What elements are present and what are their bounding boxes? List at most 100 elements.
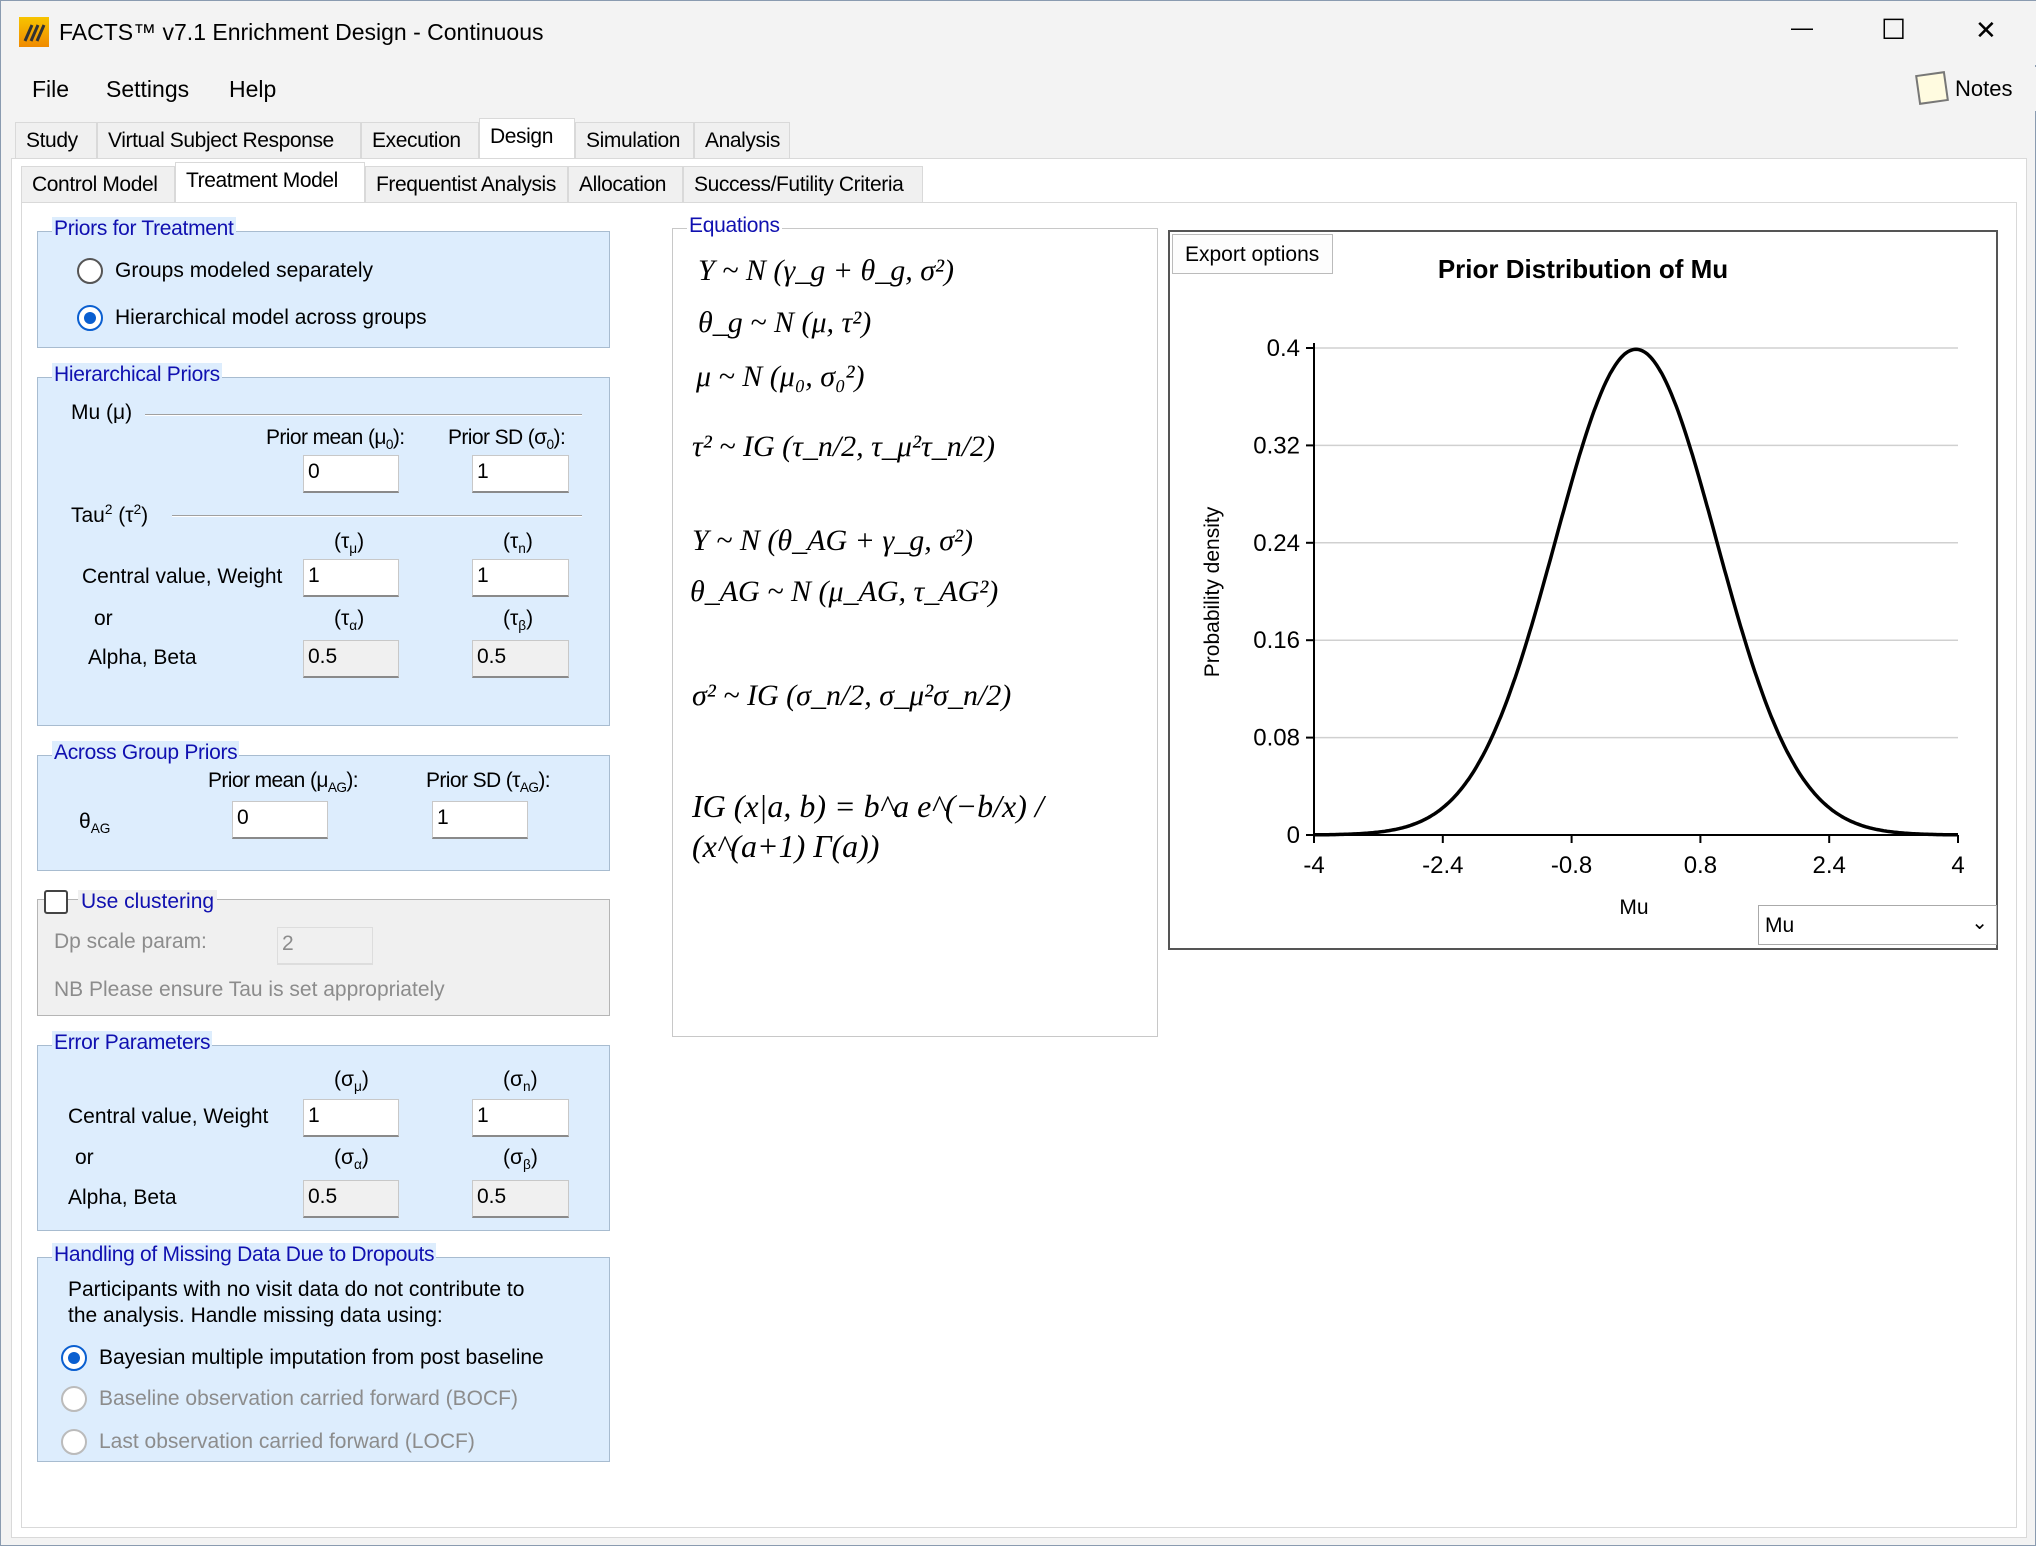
radio-label: Baseline observation carried forward (BO… [99, 1387, 518, 1410]
tau-central-input[interactable]: 1 [303, 559, 399, 597]
group-legend: Hierarchical Priors [52, 363, 222, 387]
use-clustering-label[interactable]: Use clustering [78, 890, 218, 914]
sigma-central-input[interactable]: 1 [303, 1099, 399, 1137]
y-tick-label: 0.32 [1253, 432, 1300, 459]
error-parameters-group: Error Parameters (σμ) (σn) Central value… [37, 1031, 610, 1231]
tab-frequentist-analysis[interactable]: Frequentist Analysis [365, 166, 568, 202]
y-tick-label: 0.24 [1253, 530, 1300, 557]
mu-prior-mean-input[interactable]: 0 [303, 455, 399, 493]
tab-execution[interactable]: Execution [361, 122, 479, 158]
menu-bar: File Settings Help Notes [1, 67, 2036, 111]
tab-simulation[interactable]: Simulation [575, 122, 694, 158]
radio-bayesian-imputation[interactable] [61, 1345, 87, 1371]
or-label: or [75, 1146, 94, 1169]
menu-file[interactable]: File [32, 76, 70, 102]
sigma-alpha-input[interactable]: 0.5 [303, 1180, 399, 1218]
radio-label: Hierarchical model across groups [115, 306, 427, 329]
ag-prior-sd-input[interactable]: 1 [432, 801, 528, 839]
tau-beta-label: (τβ) [503, 607, 534, 634]
tau-beta-input[interactable]: 0.5 [472, 640, 569, 678]
tab-study[interactable]: Study [15, 122, 97, 158]
export-options-button[interactable]: Export options [1172, 234, 1333, 274]
tau-alpha-input[interactable]: 0.5 [303, 640, 399, 678]
group-legend: Priors for Treatment [52, 217, 236, 241]
divider [145, 414, 582, 416]
menu-settings[interactable]: Settings [106, 76, 190, 102]
tab-virtual-subject-response[interactable]: Virtual Subject Response [97, 122, 361, 158]
radio-bocf[interactable] [61, 1386, 87, 1412]
dp-scale-input[interactable]: 2 [277, 927, 373, 965]
main-tabs: Study Virtual Subject Response Execution… [15, 118, 1995, 158]
sigma-alpha-label: (σα) [334, 1146, 369, 1173]
parameter-select[interactable]: Mu ⌄ [1758, 905, 1997, 945]
minimize-button[interactable]: — [1791, 15, 1813, 40]
across-group-priors-group: Across Group Priors Prior mean (μAG): Pr… [37, 741, 610, 871]
tau-mu-label: (τμ) [334, 530, 365, 557]
radio-locf[interactable] [61, 1429, 87, 1455]
sigma-mu-label: (σμ) [334, 1068, 369, 1095]
group-legend: Across Group Priors [52, 741, 240, 765]
missing-desc: Participants with no visit data do not c… [68, 1278, 525, 1301]
ag-prior-mean-input[interactable]: 0 [232, 801, 328, 839]
clustering-note: NB Please ensure Tau is set appropriatel… [54, 978, 445, 1001]
window-title: FACTS™ v7.1 Enrichment Design - Continuo… [59, 19, 544, 45]
chart-title: Prior Distribution of Mu [1438, 254, 1728, 284]
equation-sigma: σ² ~ IG (σ_n/2, σ_μ²σ_n/2) [692, 679, 1012, 712]
y-tick-label: 0.4 [1267, 335, 1300, 362]
x-tick-label: -0.8 [1551, 852, 1592, 879]
close-button[interactable]: ✕ [1975, 15, 1997, 45]
mu-prior-sd-input[interactable]: 1 [472, 455, 569, 493]
equation-tau: τ² ~ IG (τ_n/2, τ_μ²τ_n/2) [692, 430, 996, 463]
tab-control-model[interactable]: Control Model [21, 166, 175, 202]
equation-y: Y ~ N (γ_g + θ_g, σ²) [698, 254, 954, 287]
central-value-label: Central value, Weight [82, 565, 283, 588]
radio-label: Groups modeled separately [115, 259, 373, 282]
tab-design[interactable]: Design [479, 118, 575, 158]
divider [172, 515, 582, 517]
missing-desc: the analysis. Handle missing data using: [68, 1304, 443, 1327]
equation-theta-ag: θ_AG ~ N (μ_AG, τ_AG²) [690, 575, 999, 608]
radio-hierarchical[interactable] [77, 305, 103, 331]
equation-y-ag: Y ~ N (θ_AG + γ_g, σ²) [692, 524, 973, 557]
x-tick-label: 4 [1951, 852, 1964, 879]
y-tick-label: 0 [1287, 822, 1300, 849]
density-curve [1314, 347, 1958, 837]
notes-icon[interactable] [1915, 71, 1949, 105]
alpha-beta-label: Alpha, Beta [88, 646, 197, 669]
equation-ig: IG (x|a, b) = b^a e^(−b/x) / (x^(a+1) Γ(… [692, 788, 1044, 864]
prior-mean-label: Prior mean (μ0): [266, 426, 405, 453]
theta-ag-label: θAG [79, 810, 111, 837]
group-legend: Error Parameters [52, 1031, 213, 1055]
equation-mu: μ ~ N (μ₀, σ₀²) [696, 360, 865, 393]
tau-n-label: (τn) [503, 530, 533, 557]
sigma-beta-label: (σβ) [503, 1146, 538, 1173]
y-tick-label: 0.16 [1253, 627, 1300, 654]
tau-weight-input[interactable]: 1 [472, 559, 569, 597]
sigma-n-label: (σn) [503, 1068, 538, 1095]
y-axis-label: Probability density [1201, 506, 1224, 677]
notes-button[interactable]: Notes [1955, 76, 2013, 101]
tab-treatment-model[interactable]: Treatment Model [175, 162, 365, 202]
dp-scale-label: Dp scale param: [54, 930, 207, 953]
x-tick-label: 2.4 [1813, 852, 1846, 879]
sigma-weight-input[interactable]: 1 [472, 1099, 569, 1137]
tab-allocation[interactable]: Allocation [568, 166, 683, 202]
x-tick-label: -2.4 [1422, 852, 1463, 879]
group-legend: Handling of Missing Data Due to Dropouts [52, 1243, 437, 1267]
clustering-group: Use clustering Dp scale param: 2 NB Plea… [37, 890, 610, 1016]
use-clustering-checkbox[interactable] [44, 890, 68, 914]
tau-label: Tau2 (τ2) [71, 502, 149, 527]
radio-label: Bayesian multiple imputation from post b… [99, 1346, 544, 1369]
maximize-button[interactable]: ☐ [1881, 14, 1907, 45]
prior-mean-label: Prior mean (μAG): [208, 769, 359, 796]
x-axis-label: Mu [1619, 896, 1648, 919]
app-logo-icon [19, 17, 49, 47]
sigma-beta-input[interactable]: 0.5 [472, 1180, 569, 1218]
menu-help[interactable]: Help [229, 76, 277, 102]
y-tick-label: 0.08 [1253, 725, 1300, 752]
tau-alpha-label: (τα) [334, 607, 365, 634]
tab-success-futility[interactable]: Success/Futility Criteria [683, 166, 923, 202]
tab-analysis[interactable]: Analysis [694, 122, 790, 158]
central-value-label: Central value, Weight [68, 1105, 269, 1128]
radio-groups-separately[interactable] [77, 258, 103, 284]
